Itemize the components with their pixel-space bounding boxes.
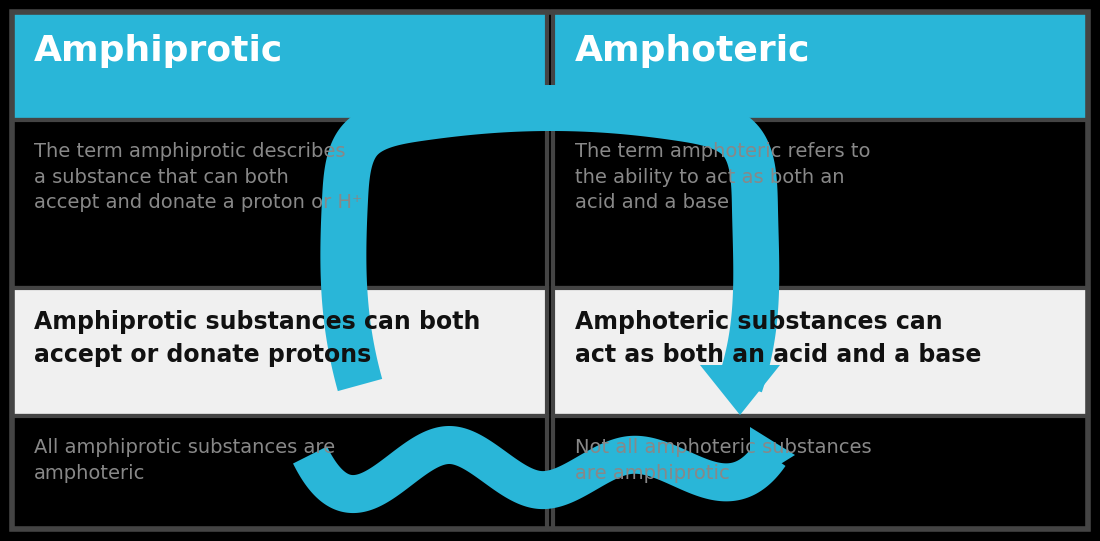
Text: All amphiprotic substances are
amphoteric: All amphiprotic substances are amphoteri…: [34, 438, 336, 483]
Bar: [12, 120, 547, 288]
Text: Amphoteric substances can
act as both an acid and a base: Amphoteric substances can act as both an…: [575, 310, 981, 367]
Text: Amphiprotic substances can both
accept or donate protons: Amphiprotic substances can both accept o…: [34, 310, 481, 367]
Text: The term amphoteric refers to
the ability to act as both an
acid and a base: The term amphoteric refers to the abilit…: [575, 142, 870, 213]
Polygon shape: [750, 427, 795, 483]
Polygon shape: [293, 426, 785, 513]
Text: Not all amphoteric substances
are amphiprotic: Not all amphoteric substances are amphip…: [575, 438, 871, 483]
Text: Amphiprotic: Amphiprotic: [34, 34, 284, 68]
Bar: [553, 12, 1088, 120]
Polygon shape: [320, 85, 779, 392]
Text: The term amphiprotic describes
a substance that can both
accept and donate a pro: The term amphiprotic describes a substan…: [34, 142, 362, 213]
Bar: [12, 12, 547, 120]
Bar: [12, 416, 547, 529]
Text: Amphoteric: Amphoteric: [575, 34, 811, 68]
Polygon shape: [700, 365, 780, 415]
Bar: [553, 288, 1088, 416]
Bar: [553, 120, 1088, 288]
Bar: [553, 416, 1088, 529]
Bar: [12, 288, 547, 416]
